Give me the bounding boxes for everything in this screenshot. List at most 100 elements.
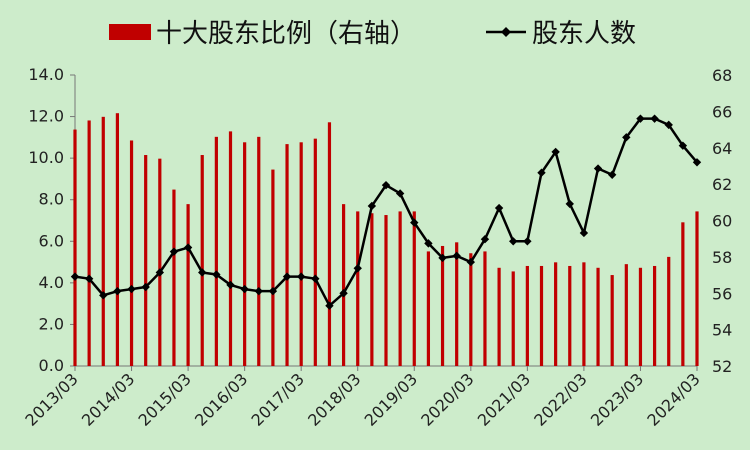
line-point bbox=[650, 114, 659, 123]
line-point bbox=[579, 228, 589, 238]
legend-line-label: 股东人数 bbox=[532, 19, 636, 49]
bar bbox=[554, 262, 558, 366]
bar bbox=[370, 213, 374, 366]
bar bbox=[440, 245, 445, 366]
bar bbox=[200, 155, 204, 366]
bar bbox=[228, 131, 233, 366]
bar bbox=[115, 113, 120, 366]
right-tick-label: 52 bbox=[712, 357, 732, 376]
line-point bbox=[622, 133, 631, 142]
bar bbox=[497, 267, 501, 366]
legend-bar-swatch bbox=[109, 24, 151, 40]
bar bbox=[426, 251, 431, 366]
bar bbox=[667, 256, 671, 366]
line-point bbox=[311, 274, 320, 283]
left-tick-label: 12.0 bbox=[28, 107, 64, 126]
bar bbox=[483, 251, 487, 366]
line-point bbox=[155, 268, 165, 277]
line-point bbox=[169, 247, 179, 256]
line-point bbox=[141, 282, 150, 292]
line-point bbox=[381, 180, 391, 190]
line-point bbox=[127, 284, 136, 294]
line-point bbox=[268, 286, 278, 296]
bar bbox=[243, 142, 247, 366]
bar bbox=[73, 129, 77, 366]
line-point bbox=[692, 158, 702, 167]
x-tick-label: 2022/03 bbox=[530, 369, 590, 429]
line-point bbox=[593, 164, 603, 173]
x-tick-label: 2023/03 bbox=[587, 369, 647, 429]
x-tick-label: 2015/03 bbox=[134, 369, 194, 429]
legend: 十大股东比例（右轴） 股东人数 bbox=[109, 19, 636, 49]
line-point bbox=[480, 235, 490, 244]
bar bbox=[341, 204, 346, 366]
line-point bbox=[607, 170, 617, 179]
line-point bbox=[678, 141, 688, 150]
bar bbox=[695, 211, 699, 366]
line-point bbox=[410, 218, 419, 227]
bar bbox=[271, 169, 275, 366]
left-tick-label: 10.0 bbox=[28, 148, 64, 167]
x-tick-label: 2019/03 bbox=[361, 369, 421, 429]
right-tick-label: 64 bbox=[712, 139, 732, 158]
bar bbox=[214, 136, 218, 366]
line-point bbox=[296, 272, 306, 281]
line-point bbox=[466, 257, 476, 267]
left-tick-label: 8.0 bbox=[39, 190, 64, 209]
bar bbox=[257, 136, 261, 366]
bar bbox=[313, 138, 317, 366]
bar bbox=[610, 275, 614, 366]
bar bbox=[158, 158, 162, 366]
line-point bbox=[84, 274, 94, 283]
line-point bbox=[70, 272, 80, 281]
bar bbox=[525, 265, 529, 366]
line-point bbox=[339, 289, 348, 298]
line-point bbox=[523, 237, 532, 246]
line-series bbox=[70, 114, 702, 310]
line-point bbox=[438, 253, 447, 263]
bar bbox=[101, 116, 105, 366]
line-point bbox=[424, 239, 433, 248]
left-tick-label: 0.0 bbox=[39, 356, 64, 375]
bar bbox=[299, 142, 303, 366]
legend-bar-label: 十大股东比例（右轴） bbox=[156, 19, 416, 49]
right-tick-label: 66 bbox=[712, 102, 732, 121]
bar bbox=[327, 122, 332, 366]
x-tick-label: 2013/03 bbox=[21, 369, 81, 429]
bar bbox=[596, 267, 600, 366]
x-tick-label: 2016/03 bbox=[191, 369, 251, 429]
x-tick-label: 2021/03 bbox=[474, 369, 534, 429]
bar bbox=[568, 265, 572, 366]
legend-diamond-icon bbox=[501, 27, 511, 37]
line-point bbox=[198, 268, 207, 277]
line-point bbox=[254, 286, 263, 296]
bar bbox=[398, 211, 402, 366]
x-tick-label: 2018/03 bbox=[304, 369, 364, 429]
bar bbox=[129, 140, 134, 366]
x-tick-label: 2014/03 bbox=[78, 369, 138, 429]
line-point bbox=[494, 203, 504, 213]
bar bbox=[539, 265, 544, 366]
line-point bbox=[367, 201, 377, 211]
bar bbox=[186, 204, 190, 366]
bar bbox=[638, 267, 643, 366]
bar-series bbox=[73, 113, 699, 366]
right-tick-label: 54 bbox=[712, 321, 732, 340]
line-point bbox=[240, 284, 249, 294]
right-tick-label: 60 bbox=[712, 212, 732, 231]
left-tick-label: 4.0 bbox=[39, 273, 64, 292]
line-point bbox=[282, 272, 292, 281]
bar bbox=[87, 120, 91, 366]
right-tick-label: 68 bbox=[712, 66, 732, 85]
line-point bbox=[509, 237, 518, 246]
x-tick-label: 2024/03 bbox=[643, 369, 703, 429]
line-point bbox=[395, 189, 405, 198]
left-tick-label: 6.0 bbox=[39, 231, 64, 250]
line-point bbox=[226, 280, 235, 290]
bar bbox=[356, 211, 360, 366]
line-point bbox=[113, 286, 122, 296]
bar bbox=[285, 144, 289, 366]
right-tick-label: 58 bbox=[712, 248, 732, 267]
line-point bbox=[664, 120, 673, 130]
bar bbox=[511, 271, 515, 366]
